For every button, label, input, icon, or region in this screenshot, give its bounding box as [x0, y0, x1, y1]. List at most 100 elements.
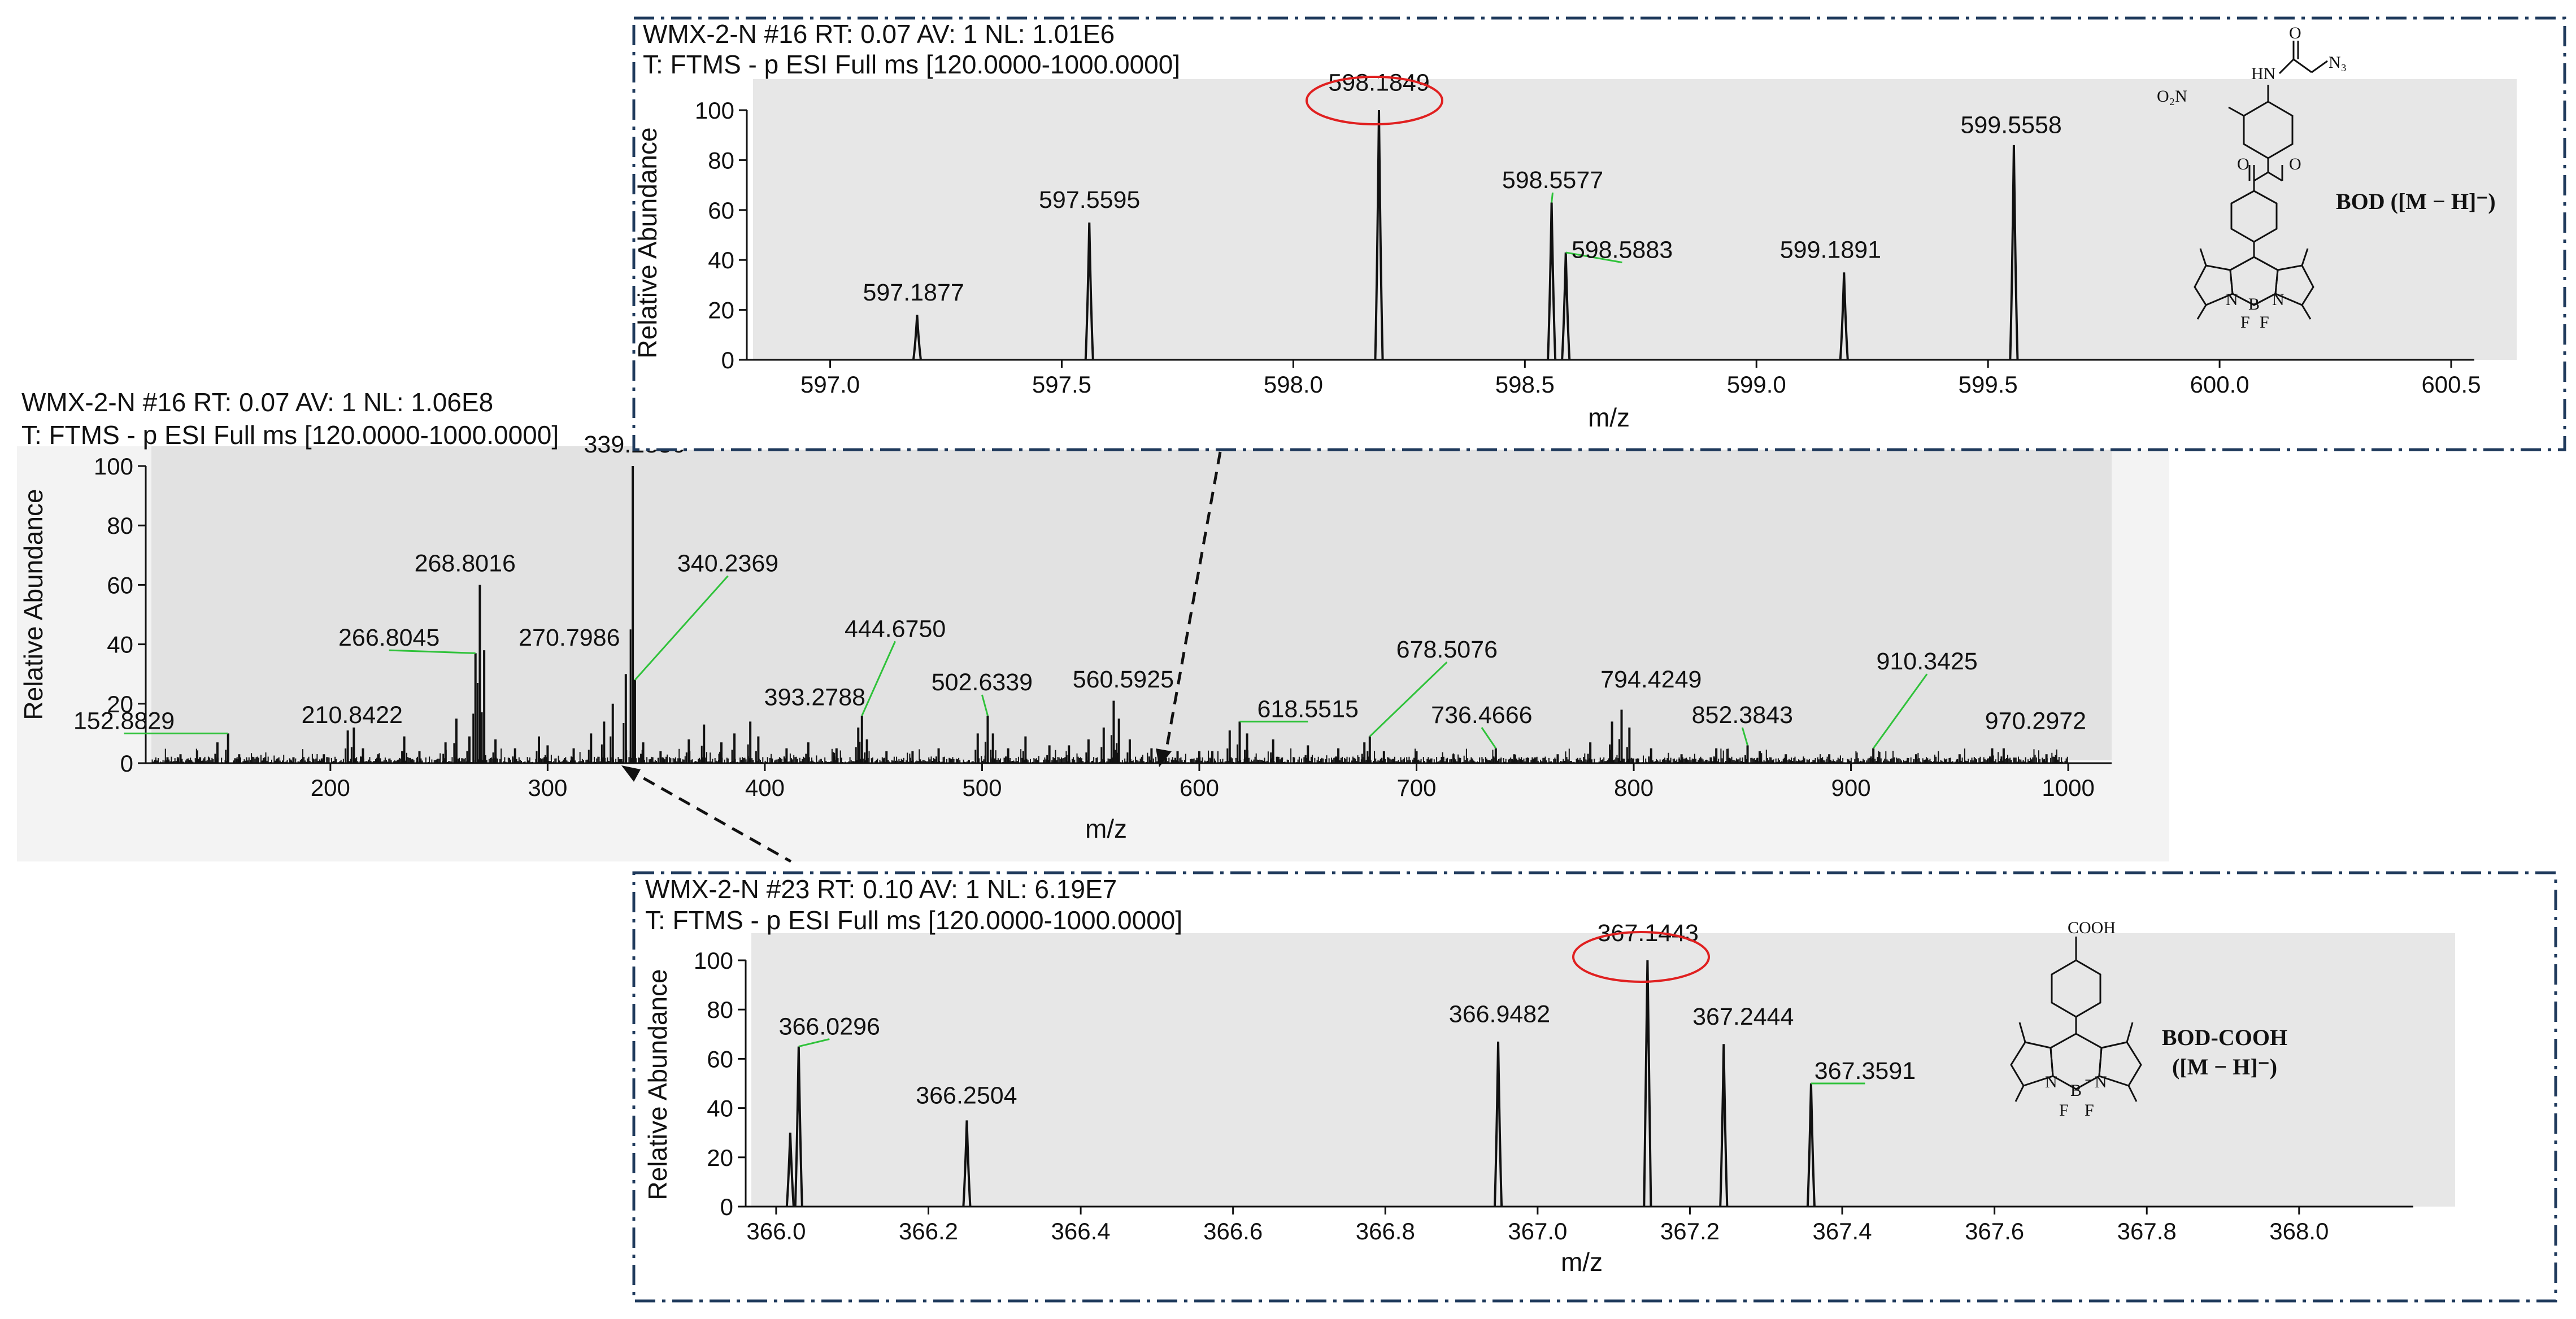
- main-xtick-label: 800: [1614, 774, 1653, 801]
- bottom-ytick-label: 100: [694, 947, 733, 974]
- bottom-peak-label: 367.3591: [1814, 1057, 1916, 1085]
- top-xtick-label: 599.5: [1959, 371, 2018, 398]
- top-peak-label: 599.5558: [1960, 112, 2061, 139]
- bod-cooh-f2-text: F: [2085, 1101, 2094, 1120]
- bod-compound-name: BOD ([M − H]⁻): [2336, 189, 2496, 214]
- top-ytick-label: 20: [708, 297, 734, 324]
- bod-cooh-right-pyrrole: [2098, 1041, 2142, 1087]
- bottom-header-line2: T: FTMS - p ESI Full ms [120.0000-1000.0…: [645, 906, 1182, 935]
- main-xtick-label: 500: [962, 774, 1002, 801]
- top-peak-label: 598.1849: [1328, 69, 1429, 96]
- main-xtick-label: 700: [1396, 774, 1436, 801]
- bottom-peak-labels: 366.0296366.2504366.9482367.1443367.2444…: [779, 920, 1916, 1109]
- main-ytick-label: 20: [107, 691, 133, 717]
- top-ticks: 0 20 40 60 80 100 597.0 597.5 598.0 598.5 599.0 599…: [695, 97, 2481, 398]
- bod-boron-text: B: [2248, 295, 2260, 314]
- main-x-axis-title: m/z: [1085, 814, 1127, 843]
- main-label-leader: [389, 649, 476, 654]
- top-xtick-label: 600.5: [2421, 371, 2481, 398]
- main-label-leader: [1481, 727, 1497, 749]
- main-label-leader: [861, 641, 896, 716]
- top-highlight-ellipse: [1306, 76, 1443, 125]
- bottom-xtick-label: 366.6: [1203, 1218, 1263, 1244]
- bod-cooh-structure-drawing: COOH N N B − F F: [2010, 918, 2142, 1120]
- top-header-line2: T: FTMS - p ESI Full ms [120.0000-1000.0…: [643, 50, 1180, 79]
- top-peak: [1547, 202, 1557, 360]
- bottom-ytick-label: 0: [720, 1194, 733, 1220]
- bod-cooh-f1-text: F: [2059, 1101, 2069, 1120]
- bottom-peak: [785, 1133, 795, 1207]
- bottom-xtick-label: 367.8: [2117, 1218, 2177, 1244]
- bottom-ticks: 0 20 40 60 80 100 366.0 366.2 366.4 366.6 366.8 367…: [694, 947, 2329, 1244]
- main-peak-label: 340.2369: [677, 550, 778, 577]
- connector-bottom-arrowhead: [621, 765, 641, 782]
- bod-azide-text: N₃: [2329, 53, 2347, 72]
- main-xtick-label: 1000: [2042, 774, 2094, 801]
- top-peak: [1374, 110, 1384, 360]
- bottom-xtick-label: 367.6: [1965, 1218, 2024, 1244]
- bottom-spectrum-series: [746, 960, 2413, 1207]
- main-ytick-label: 100: [94, 453, 133, 480]
- top-peak-label: 598.5883: [1572, 237, 1673, 264]
- top-xtick-label: 597.5: [1032, 371, 1091, 398]
- top-peak: [1839, 272, 1849, 360]
- top-peak-label: 598.5577: [1502, 167, 1603, 194]
- main-peak-label: 270.7986: [519, 624, 620, 651]
- main-xtick-label: 400: [745, 774, 785, 801]
- main-peak-label: 852.3843: [1692, 702, 1793, 729]
- connector-to-bottom-inset: [625, 767, 792, 863]
- main-peak-labels: 152.8829 210.8422 266.8045 268.8016 270.7986…: [73, 431, 2086, 749]
- bottom-header-line1: WMX-2-N #23 RT: 0.10 AV: 1 NL: 6.19E7: [645, 874, 1117, 904]
- bod-cooh-left-pyrrole: [2010, 1041, 2054, 1087]
- bottom-plot-area: [751, 933, 2455, 1207]
- bod-left-pyrrole: [2194, 264, 2234, 306]
- bottom-xtick-label: 368.0: [2269, 1218, 2329, 1244]
- top-x-axis-title: m/z: [1588, 403, 1630, 432]
- bottom-peak: [1806, 1083, 1816, 1207]
- main-peak-label: 152.8829: [73, 707, 175, 734]
- bottom-peak: [1719, 1044, 1729, 1207]
- bottom-peak-label: 366.2504: [916, 1082, 1017, 1109]
- bottom-peak-label: 366.0296: [779, 1013, 880, 1041]
- top-peak-label: 599.1891: [1780, 237, 1881, 264]
- bod-cooh-boron-text: B: [2070, 1081, 2082, 1100]
- main-peak-label: 736.4666: [1431, 702, 1532, 729]
- top-peak-label: 597.5595: [1039, 186, 1140, 214]
- main-plot-area: [151, 446, 2112, 760]
- bottom-xtick-label: 367.0: [1508, 1218, 1567, 1244]
- main-peak-label: 794.4249: [1600, 666, 1702, 693]
- bod-cooh-minus-text: −: [2085, 1071, 2094, 1090]
- main-label-leader: [1872, 673, 1928, 749]
- main-ytick-label: 80: [107, 512, 133, 539]
- top-xtick-label: 598.5: [1495, 371, 1555, 398]
- main-peak-label: 910.3425: [1876, 648, 1977, 675]
- bottom-xtick-label: 366.8: [1356, 1218, 1415, 1244]
- bottom-xtick-label: 366.4: [1051, 1218, 1111, 1244]
- bottom-y-axis-title: Relative Abundance: [643, 969, 672, 1200]
- bod-ketone-o1-text: O: [2237, 155, 2249, 173]
- bod-nitro-text: O₂N: [2157, 87, 2187, 106]
- bottom-label-leader: [798, 1038, 830, 1048]
- bottom-xtick-label: 367.2: [1660, 1218, 1720, 1244]
- connector-to-top-inset: [1163, 451, 1222, 759]
- main-spectrum-panel: WMX-2-N #16 RT: 0.07 AV: 1 NL: 1.06E8 T:…: [17, 388, 2169, 861]
- bottom-highlight-ellipse: [1572, 931, 1710, 983]
- top-label-leader: [1565, 251, 1622, 264]
- bottom-ytick-label: 80: [707, 996, 733, 1023]
- main-peak-label: 268.8016: [415, 550, 516, 577]
- top-xtick-label: 598.0: [1264, 371, 1323, 398]
- bottom-ytick-label: 40: [707, 1095, 733, 1122]
- main-peak-label: 210.8422: [302, 702, 403, 729]
- main-ytick-label: 60: [107, 572, 133, 598]
- bod-cooh-n-right-text: N: [2095, 1073, 2107, 1091]
- main-label-leader: [1369, 661, 1448, 737]
- top-ytick-label: 40: [708, 247, 734, 273]
- top-ytick-label: 60: [708, 197, 734, 224]
- top-ytick-label: 0: [721, 347, 734, 373]
- top-xtick-label: 599.0: [1727, 371, 1786, 398]
- bod-cooh-compound-name-line2: ([M − H]⁻): [2172, 1054, 2277, 1079]
- top-header-line1: WMX-2-N #16 RT: 0.07 AV: 1 NL: 1.01E6: [643, 19, 1115, 49]
- main-ytick-label: 40: [107, 632, 133, 658]
- top-peak: [912, 315, 922, 360]
- top-peak: [1561, 252, 1571, 360]
